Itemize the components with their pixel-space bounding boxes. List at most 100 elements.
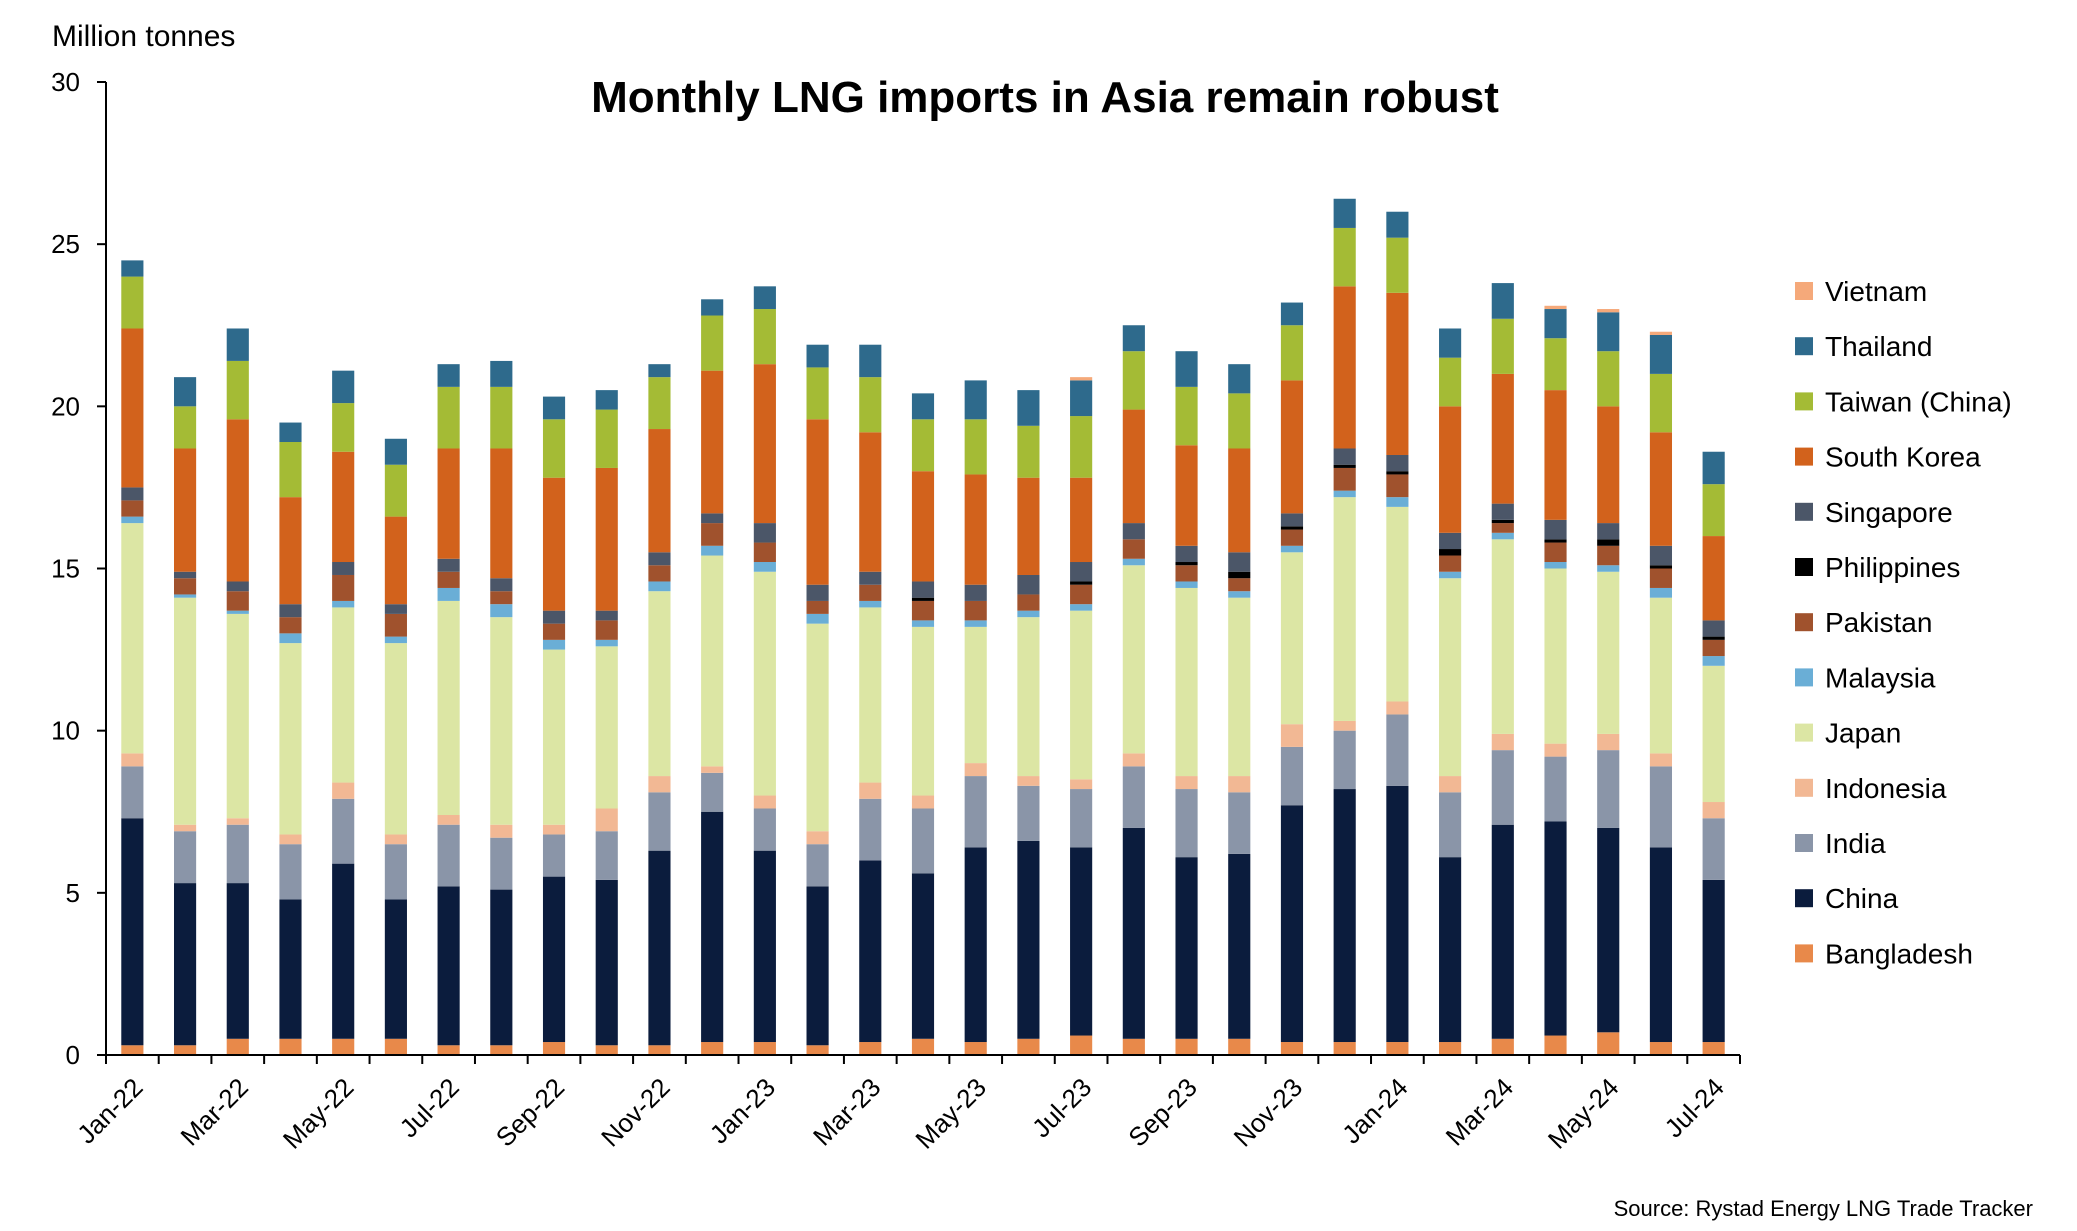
bar-segment-japan-nov-22: [648, 591, 671, 777]
bar-segment-pakistan-apr-24: [1544, 542, 1567, 563]
bar-segment-bangladesh-may-22: [332, 1038, 355, 1055]
bar-segment-bangladesh-sep-22: [542, 1042, 566, 1055]
bar-segment-malaysia-sep-22: [542, 639, 566, 650]
bar-segment-china-mar-22: [226, 883, 249, 1039]
bar-segment-japan-jul-24: [1702, 665, 1725, 803]
bar-segment-pakistan-jun-23: [1017, 594, 1040, 611]
bar-segment-indonesia-mar-22: [226, 818, 249, 825]
bar-segment-philippines-jul-23: [1070, 581, 1093, 585]
y-tick-label: 20: [51, 391, 80, 421]
bar-segment-taiwan-china--jan-24: [1386, 237, 1409, 293]
bar-segment-singapore-may-22: [332, 562, 355, 575]
bar-segment-south-korea-nov-22: [648, 429, 671, 553]
bar-segment-pakistan-feb-23: [806, 600, 829, 614]
bar-segment-south-korea-oct-23: [1228, 448, 1251, 553]
bar-segment-thailand-jul-23: [1070, 380, 1093, 417]
bar-segment-india-feb-23: [806, 844, 829, 887]
bar-segment-pakistan-oct-22: [595, 620, 618, 640]
bar-segment-south-korea-jun-24: [1649, 432, 1673, 546]
bar-segment-taiwan-china--jul-23: [1070, 416, 1093, 478]
bar-segment-indonesia-jun-23: [1017, 776, 1040, 786]
bar-segment-thailand-jun-22: [384, 438, 407, 465]
bar-segment-pakistan-jan-23: [753, 542, 776, 563]
bar-segment-taiwan-china--oct-23: [1228, 393, 1251, 449]
bar-segment-malaysia-jul-22: [437, 587, 460, 601]
legend-label-singapore: Singapore: [1825, 497, 1953, 528]
x-tick-label: Jan-24: [1336, 1072, 1413, 1149]
bar-segment-taiwan-china--jun-22: [384, 464, 407, 517]
bar-segment-thailand-may-22: [332, 370, 355, 404]
bar-segment-bangladesh-nov-22: [648, 1045, 671, 1055]
x-tick-label: Mar-23: [807, 1072, 886, 1151]
bar-segment-malaysia-jun-24: [1649, 587, 1673, 598]
bar-segment-malaysia-jun-23: [1017, 610, 1040, 618]
bar-segment-indonesia-may-23: [964, 763, 987, 777]
bar-segment-malaysia-apr-22: [279, 633, 302, 644]
bar-segment-taiwan-china--aug-22: [490, 386, 513, 449]
bar-segment-china-jan-22: [121, 818, 144, 1046]
bar-segment-china-dec-23: [1333, 789, 1356, 1043]
bar-segment-philippines-apr-24: [1544, 539, 1567, 543]
bar-segment-taiwan-china--jan-22: [121, 276, 144, 329]
bar-segment-pakistan-feb-24: [1439, 555, 1462, 572]
bar-segment-india-may-22: [332, 798, 355, 864]
bar-segment-taiwan-china--jul-24: [1702, 484, 1725, 537]
bar-segment-bangladesh-mar-22: [226, 1038, 249, 1055]
bar-segment-indonesia-feb-22: [174, 824, 197, 832]
legend-label-pakistan: Pakistan: [1825, 607, 1932, 638]
bar-segment-philippines-oct-23: [1228, 571, 1251, 579]
bar-segment-pakistan-sep-23: [1175, 565, 1198, 582]
bar-segment-india-apr-22: [279, 844, 302, 900]
bar-segment-malaysia-feb-22: [174, 594, 197, 598]
legend-label-japan: Japan: [1825, 718, 1901, 749]
bar-segment-pakistan-mar-24: [1491, 523, 1514, 533]
bar-segment-malaysia-apr-23: [911, 620, 935, 627]
bar-segment-india-oct-23: [1228, 792, 1251, 854]
x-tick-label: May-22: [277, 1072, 360, 1155]
bar-segment-bangladesh-dec-22: [701, 1042, 724, 1055]
bar-segment-singapore-jun-24: [1649, 545, 1673, 566]
bar-segment-south-korea-dec-23: [1333, 286, 1356, 449]
bar-segment-bangladesh-feb-22: [174, 1045, 197, 1055]
x-tick-label: Jan-23: [704, 1072, 781, 1149]
bar-segment-india-feb-24: [1439, 792, 1462, 858]
bar-segment-china-jul-23: [1070, 847, 1093, 1036]
bar-segment-china-may-24: [1597, 827, 1620, 1033]
bar-segment-india-jun-23: [1017, 785, 1040, 841]
bar-segment-philippines-sep-23: [1175, 562, 1198, 566]
bar-segment-india-jun-24: [1649, 766, 1673, 848]
bar-segment-philippines-dec-23: [1333, 464, 1356, 468]
legend-swatch-pakistan: [1795, 613, 1813, 632]
y-tick-label: 5: [66, 878, 80, 908]
bar-segment-india-sep-22: [542, 834, 566, 877]
bar-segment-pakistan-may-24: [1597, 545, 1620, 566]
bar-segment-south-korea-jun-23: [1017, 477, 1040, 575]
bar-segment-south-korea-nov-23: [1280, 380, 1304, 514]
legend-label-south-korea: South Korea: [1825, 442, 1981, 473]
bar-segment-india-jun-22: [384, 844, 407, 900]
bar-segment-south-korea-jul-24: [1702, 536, 1725, 621]
bar-segment-thailand-aug-23: [1122, 325, 1145, 352]
bar-segment-bangladesh-jul-24: [1702, 1042, 1725, 1055]
legend-swatch-south-korea: [1795, 447, 1813, 466]
legend-swatch-india: [1795, 834, 1813, 852]
bar-segment-pakistan-may-22: [332, 574, 355, 601]
bar-segment-malaysia-nov-22: [648, 581, 671, 592]
bar-segment-bangladesh-apr-23: [911, 1038, 935, 1055]
bar-segment-taiwan-china--sep-22: [542, 419, 566, 478]
bar-segment-india-oct-22: [595, 831, 618, 880]
bar-segment-south-korea-dec-22: [701, 370, 724, 514]
bar-segment-thailand-mar-23: [859, 344, 882, 378]
bar-segment-taiwan-china--feb-24: [1439, 357, 1462, 407]
bar-segment-singapore-oct-23: [1228, 552, 1251, 572]
bar-segment-taiwan-china--may-22: [332, 403, 355, 452]
bar-segment-china-oct-23: [1228, 853, 1251, 1039]
bar-segment-philippines-jun-24: [1649, 565, 1673, 569]
bar-segment-taiwan-china--mar-22: [226, 360, 249, 420]
legend-swatch-singapore: [1795, 502, 1813, 521]
bar-segment-indonesia-dec-22: [701, 766, 724, 773]
bar-segment-pakistan-jul-23: [1070, 584, 1093, 605]
bar-segment-bangladesh-apr-24: [1544, 1035, 1567, 1055]
bar-segment-china-apr-24: [1544, 821, 1567, 1036]
